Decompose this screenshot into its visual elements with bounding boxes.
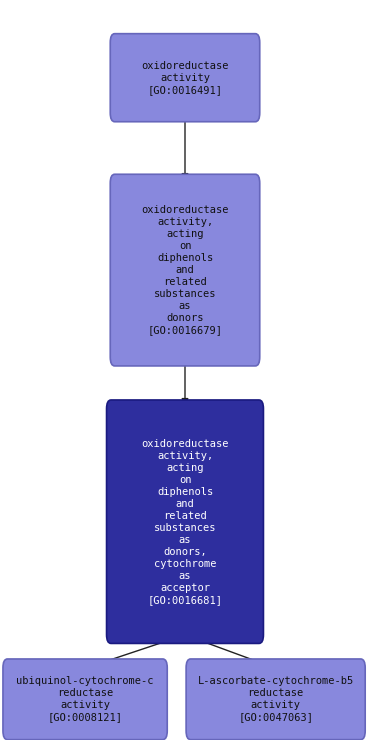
Text: ubiquinol-cytochrome-c
reductase
activity
[GO:0008121]: ubiquinol-cytochrome-c reductase activit…	[16, 676, 154, 722]
Text: oxidoreductase
activity,
acting
on
diphenols
and
related
substances
as
donors,
c: oxidoreductase activity, acting on diphe…	[141, 439, 229, 605]
Text: L-ascorbate-cytochrome-b5
reductase
activity
[GO:0047063]: L-ascorbate-cytochrome-b5 reductase acti…	[198, 676, 354, 722]
FancyBboxPatch shape	[107, 400, 263, 644]
FancyBboxPatch shape	[110, 33, 260, 121]
FancyBboxPatch shape	[110, 174, 260, 366]
FancyBboxPatch shape	[3, 659, 167, 740]
Text: oxidoreductase
activity,
acting
on
diphenols
and
related
substances
as
donors
[G: oxidoreductase activity, acting on diphe…	[141, 205, 229, 335]
Text: oxidoreductase
activity
[GO:0016491]: oxidoreductase activity [GO:0016491]	[141, 61, 229, 95]
FancyBboxPatch shape	[186, 659, 365, 740]
